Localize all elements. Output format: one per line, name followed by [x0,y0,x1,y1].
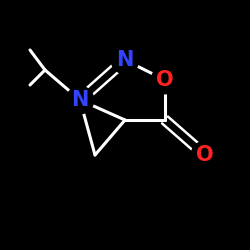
Text: N: N [116,50,134,70]
Circle shape [191,141,219,169]
Circle shape [151,66,179,94]
Text: O: O [156,70,174,90]
Text: N: N [71,90,89,110]
Circle shape [111,46,139,74]
Text: O: O [196,145,214,165]
Circle shape [66,86,94,114]
